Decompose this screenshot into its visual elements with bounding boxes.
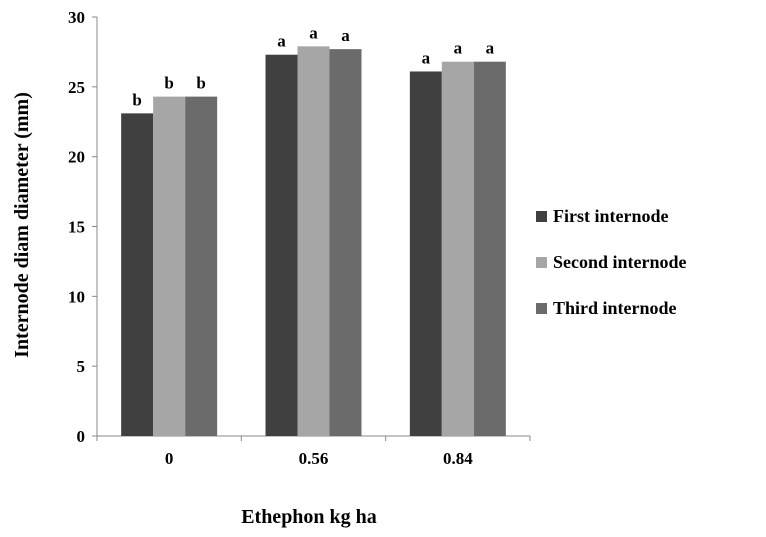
y-tick-label: 20 bbox=[68, 148, 85, 167]
significance-label: a bbox=[422, 48, 431, 67]
y-tick-label: 30 bbox=[68, 8, 85, 27]
y-tick-label: 25 bbox=[68, 78, 85, 97]
significance-label: b bbox=[132, 90, 141, 109]
significance-label: a bbox=[454, 39, 463, 58]
y-tick-label: 0 bbox=[77, 427, 86, 446]
bar bbox=[441, 61, 474, 437]
x-axis: 0 0.56 0.84 bbox=[96, 435, 531, 468]
significance-label: b bbox=[196, 74, 205, 93]
y-axis: 0 5 10 15 20 25 30 bbox=[68, 8, 98, 446]
bar bbox=[409, 71, 442, 436]
y-tick-label: 15 bbox=[68, 218, 85, 237]
significance-label: a bbox=[341, 26, 350, 45]
significance-label: b bbox=[164, 74, 173, 93]
bar bbox=[297, 46, 330, 436]
legend-label: Third internode bbox=[553, 298, 677, 318]
bar bbox=[265, 54, 298, 437]
bar bbox=[185, 96, 218, 437]
legend-swatch bbox=[536, 211, 547, 222]
legend-label: First internode bbox=[553, 206, 668, 226]
significance-labels: b b b a a a a a a bbox=[132, 23, 494, 109]
bars bbox=[121, 46, 506, 437]
y-tick-label: 10 bbox=[68, 287, 85, 306]
significance-label: a bbox=[277, 32, 286, 51]
x-tick-label: 0 bbox=[165, 449, 174, 468]
legend-swatch bbox=[536, 257, 547, 268]
y-axis-title: Internode diam diameter (mm) bbox=[11, 92, 33, 358]
legend-label: Second internode bbox=[553, 252, 687, 272]
significance-label: a bbox=[486, 39, 495, 58]
bar bbox=[329, 49, 362, 437]
bar bbox=[153, 96, 186, 437]
x-tick-label: 0.56 bbox=[299, 449, 329, 468]
y-tick-label: 5 bbox=[77, 357, 86, 376]
legend: First internode Second internode Third int… bbox=[536, 206, 687, 318]
legend-swatch bbox=[536, 303, 547, 314]
x-tick-label: 0.84 bbox=[443, 449, 473, 468]
x-axis-title: Ethephon kg ha bbox=[241, 506, 377, 528]
bar bbox=[473, 61, 506, 437]
bar bbox=[121, 113, 154, 437]
significance-label: a bbox=[309, 23, 318, 42]
